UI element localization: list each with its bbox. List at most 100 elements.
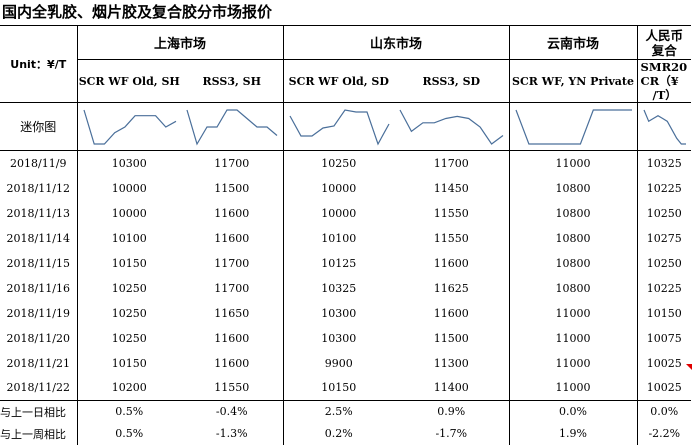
price-cell: 11600 <box>394 300 510 326</box>
row-date: 2018/11/14 <box>0 225 78 251</box>
change-cell: 0.2% <box>324 427 353 440</box>
change-cell: -0.4% <box>181 400 284 423</box>
price-cell: 10225 <box>646 181 682 195</box>
table-row: 2018/11/12 10000 11500 10000 11450 10800 10225 <box>0 175 691 201</box>
rmb-line-2: 复合 <box>651 42 677 58</box>
price-cell: 11625 <box>394 275 510 301</box>
change-cell: 0.0% <box>509 400 638 423</box>
change-cell: 0.5% <box>115 427 144 440</box>
price-cell: 10800 <box>509 225 638 251</box>
row-date: 2018/11/22 <box>0 375 78 401</box>
row-date: 2018/11/12 <box>0 175 78 201</box>
price-cell: 10800 <box>509 175 638 201</box>
change-cell: -1.7% <box>394 422 510 445</box>
sparkline-series <box>514 108 632 145</box>
price-cell: 11700 <box>181 275 284 301</box>
price-cell: 11550 <box>394 225 510 251</box>
price-cell: 11000 <box>509 325 638 351</box>
change-cell: 2.5% <box>324 405 353 419</box>
price-cell: 11500 <box>181 175 284 201</box>
price-cell: 10000 <box>111 206 147 220</box>
col-header-scr-wf-sd: SCR WF Old, SD <box>283 59 395 103</box>
col-header-scr-wf-sh: SCR WF Old, SH <box>77 59 181 103</box>
price-cell: 11700 <box>181 150 284 176</box>
price-cell: 11600 <box>181 350 284 376</box>
price-cell: 10250 <box>646 256 682 270</box>
table-row: 2018/11/22 10200 11550 10150 11400 11000 10025 <box>0 375 692 401</box>
table-row: 2018/11/21 10150 11600 9900 11300 11000 10025 <box>0 350 691 376</box>
price-cell: 10000 <box>321 206 357 220</box>
sparkline-cell <box>637 102 692 151</box>
sparkline-series <box>186 108 278 145</box>
price-cell: 10325 <box>321 281 357 295</box>
sparkline <box>514 108 632 145</box>
price-cell: 10275 <box>646 231 682 245</box>
sparkline-label: 迷你图 <box>0 102 78 151</box>
price-cell: 10100 <box>111 231 147 245</box>
price-cell: 11000 <box>509 150 638 176</box>
price-cell: 11600 <box>181 225 284 251</box>
change-cell: 0.5% <box>115 405 144 419</box>
row-date: 2018/11/13 <box>0 200 78 226</box>
sparkline-series <box>82 109 176 145</box>
price-cell: 10125 <box>321 256 357 270</box>
week-change-row: 与上一周相比 0.5% -1.3% 0.2% -1.7% 1.9% -2.2% <box>0 422 691 445</box>
table-row: 2018/11/15 10150 11700 10125 11600 10800 10250 <box>0 250 691 276</box>
market-header-shandong: 山东市场 <box>283 25 510 60</box>
row-date: 2018/11/20 <box>0 325 78 351</box>
table-row: 2018/11/19 10250 11650 10300 11600 11000 10150 <box>0 300 691 326</box>
price-cell: 10300 <box>321 306 357 320</box>
sparkline <box>186 108 278 145</box>
change-label: 与上一周相比 <box>0 422 78 445</box>
price-cell: 10150 <box>646 306 682 320</box>
sparkline <box>399 109 504 145</box>
row-date: 2018/11/15 <box>0 250 78 276</box>
price-cell: 10225 <box>646 281 682 295</box>
page-title: 国内全乳胶、烟片胶及复合胶分市场报价 <box>2 3 273 21</box>
price-cell: 11700 <box>394 150 510 176</box>
price-cell: 11000 <box>509 350 638 376</box>
change-cell: 1.9% <box>509 422 638 445</box>
price-cell: 11500 <box>394 325 510 351</box>
unit-label: Unit：¥/T <box>0 25 78 103</box>
row-date: 2018/11/19 <box>0 300 78 326</box>
price-cell: 10800 <box>509 200 638 226</box>
price-cell: 11400 <box>394 375 510 401</box>
col-header-rss3-sh: RSS3, SH <box>181 59 284 103</box>
price-cell: 11600 <box>181 325 284 351</box>
change-cell: 0.9% <box>394 400 510 423</box>
price-cell: 11600 <box>394 250 510 276</box>
price-cell: 10000 <box>321 181 357 195</box>
rmb-line-1: 人民币 <box>645 27 684 43</box>
price-cell: 10325 <box>646 156 682 170</box>
col-header-scr-wf-yn: SCR WF, YN Private <box>509 59 638 103</box>
price-cell: 11450 <box>394 175 510 201</box>
price-cell: 10075 <box>646 331 682 345</box>
col-header-smr20-line-2: CR（¥ <box>640 74 679 88</box>
row-date: 2018/11/16 <box>0 275 78 301</box>
price-cell: 10300 <box>321 331 357 345</box>
col-header-smr20-cr: SMR20 CR（¥ /T） <box>637 59 692 103</box>
price-cell: 10300 <box>111 156 147 170</box>
table-row: 2018/11/14 10100 11600 10100 11550 10800 10275 <box>0 225 691 251</box>
price-cell: 11550 <box>181 375 284 401</box>
price-cell: 11600 <box>181 200 284 226</box>
row-date: 2018/11/9 <box>0 150 78 176</box>
price-cell: 11700 <box>181 250 284 276</box>
price-cell: 10000 <box>111 181 147 195</box>
market-header-shanghai: 上海市场 <box>77 25 284 60</box>
sparkline-cell <box>77 102 181 151</box>
change-cell: 0.0% <box>650 405 679 419</box>
table-row: 2018/11/20 10250 11600 10300 11500 11000 10075 <box>0 325 691 351</box>
price-cell: 10100 <box>321 231 357 245</box>
price-cell: 10800 <box>509 250 638 276</box>
price-cell: 10150 <box>283 375 395 401</box>
sparkline <box>288 108 390 145</box>
price-cell: 10250 <box>646 206 682 220</box>
sparkline-cell <box>283 102 395 151</box>
price-cell: 10250 <box>111 306 147 320</box>
col-header-smr20-line-3: /T） <box>652 88 677 102</box>
change-cell: -2.2% <box>648 427 681 440</box>
change-label: 与上一日相比 <box>0 400 78 423</box>
price-cell: 11550 <box>394 200 510 226</box>
